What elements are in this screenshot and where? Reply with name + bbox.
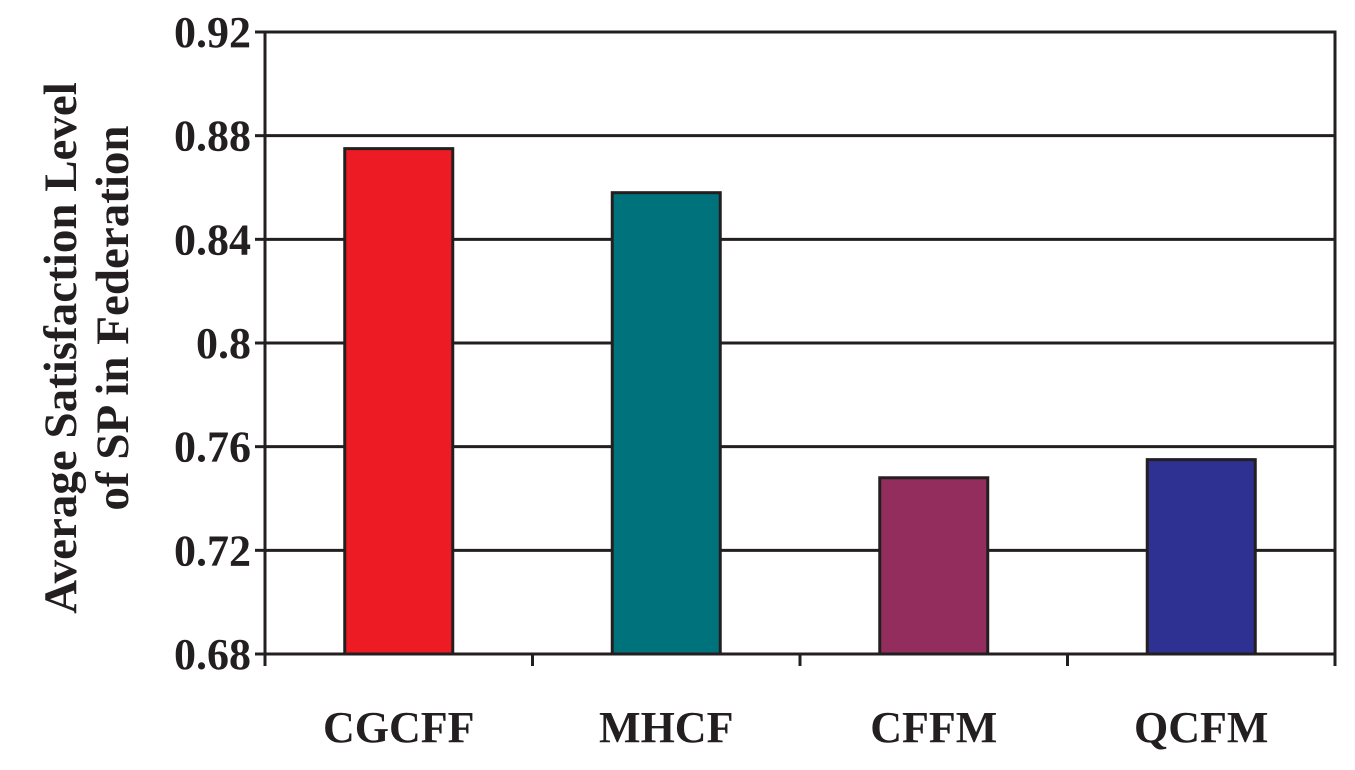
bars [343, 147, 1257, 656]
axes [255, 30, 1337, 666]
y-tick-label: 0.72 [174, 526, 251, 575]
y-tick-label: 0.92 [174, 8, 251, 57]
x-tick-label: CFFM [870, 703, 997, 752]
plot-frame [263, 30, 1337, 656]
y-tick-label: 0.8 [196, 319, 251, 368]
y-axis-title-line-2: of SP in Federation [87, 125, 139, 510]
bar-qcfm [1145, 458, 1257, 656]
y-tick-label: 0.84 [174, 215, 251, 264]
x-tick-label: CGCFF [323, 703, 475, 752]
bar-cffm [878, 476, 990, 656]
y-axis-title: Average Satisfaction Level of SP in Fede… [35, 82, 139, 614]
y-tick-label: 0.68 [174, 630, 251, 679]
bar-mhcf [610, 191, 722, 656]
x-tick-label: QCFM [1134, 703, 1268, 752]
bar-cgcff [343, 147, 455, 656]
y-tick-label: 0.88 [174, 112, 251, 161]
y-tick-label: 0.76 [174, 423, 251, 472]
x-tick-labels: CGCFF MHCF CFFM QCFM [323, 703, 1268, 752]
x-tick-label: MHCF [599, 703, 733, 752]
y-tick-labels: 0.68 0.72 0.76 0.8 0.84 0.88 0.92 [174, 8, 251, 679]
y-axis-title-line-1: Average Satisfaction Level [35, 82, 87, 614]
